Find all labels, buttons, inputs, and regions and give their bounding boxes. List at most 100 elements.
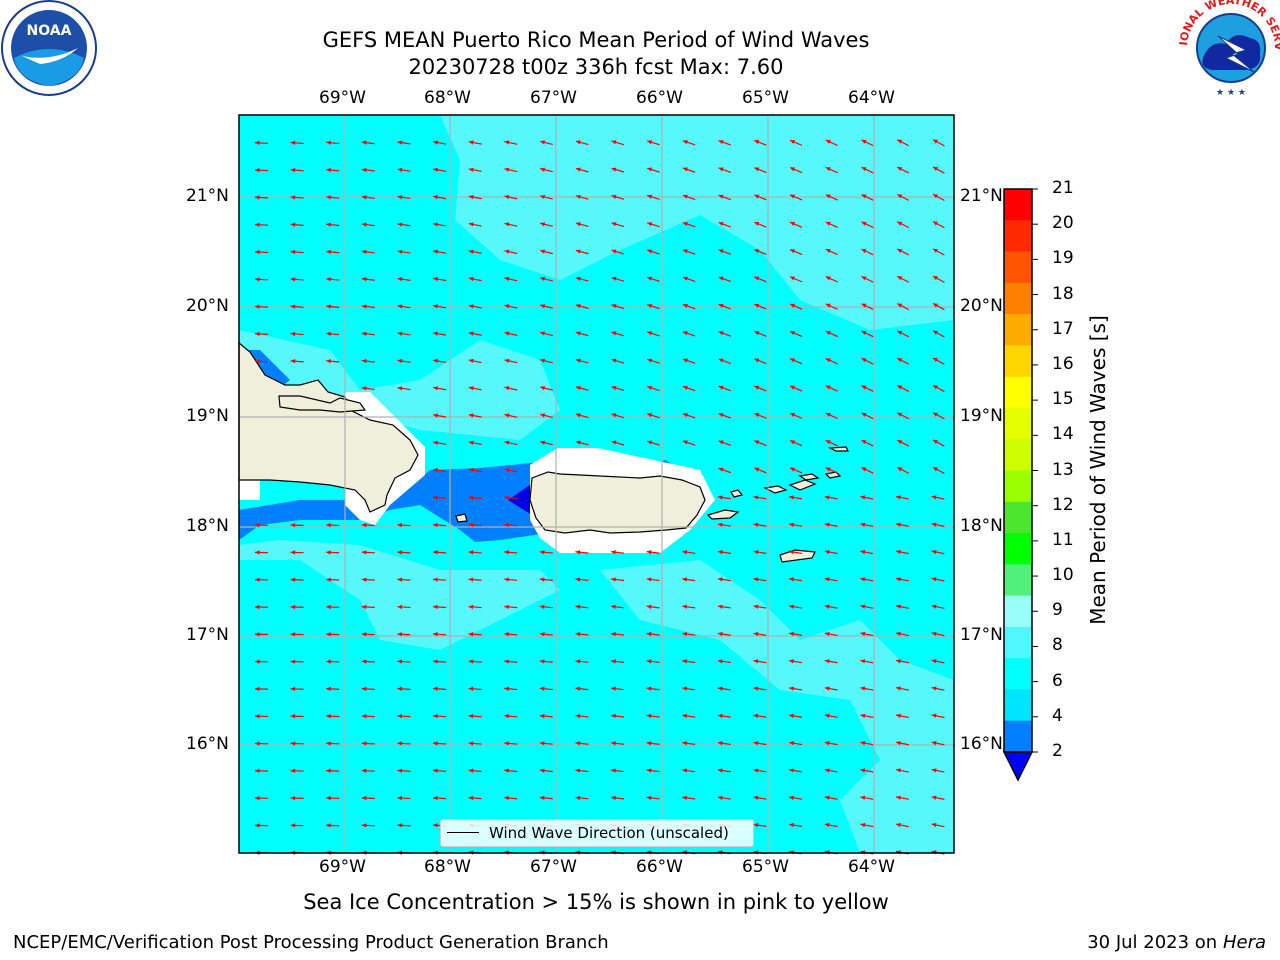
wave-direction-arrow	[718, 303, 732, 310]
wave-direction-arrow	[575, 604, 589, 610]
wave-direction-arrow	[718, 221, 732, 228]
axis-label: 68°W	[424, 857, 471, 877]
wave-direction-arrow	[504, 413, 518, 418]
wave-direction-arrow	[290, 686, 304, 692]
wave-direction-arrow	[254, 577, 269, 582]
wave-direction-arrow	[860, 495, 874, 500]
wave-direction-arrow	[860, 631, 874, 637]
colorbar-band	[1004, 470, 1032, 503]
wave-direction-arrow	[718, 440, 732, 446]
wave-direction-arrow	[326, 632, 340, 637]
wave-direction-arrow	[931, 740, 945, 746]
wave-direction-arrow	[397, 768, 411, 773]
wave-direction-arrow	[433, 140, 447, 145]
wave-direction-arrow	[468, 659, 482, 664]
wave-direction-arrow	[254, 550, 269, 555]
wave-direction-arrow	[540, 385, 553, 391]
wave-direction-arrow	[540, 440, 553, 446]
colorbar-band	[1004, 689, 1032, 722]
wave-direction-arrow	[824, 713, 838, 719]
wave-direction-arrow	[860, 604, 874, 609]
wave-direction-arrow	[861, 303, 874, 310]
wave-direction-arrow	[611, 194, 625, 200]
wave-direction-arrow	[433, 167, 447, 173]
wave-direction-arrow	[504, 440, 518, 446]
wave-direction-arrow	[861, 139, 874, 147]
wave-direction-arrow	[824, 686, 838, 691]
wave-direction-arrow	[326, 167, 340, 173]
wave-direction-arrow	[647, 249, 660, 255]
wave-direction-arrow	[646, 550, 660, 555]
wave-direction-arrow	[753, 577, 767, 582]
wave-direction-arrow	[433, 195, 447, 200]
wave-direction-arrow	[504, 550, 518, 555]
wave-direction-arrow	[682, 604, 696, 609]
wave-direction-arrow	[861, 385, 874, 392]
wave-direction-arrow	[824, 522, 838, 527]
wave-direction-arrow	[611, 550, 625, 555]
wave-direction-arrow	[647, 331, 660, 337]
wave-direction-arrow	[575, 577, 589, 582]
colorbar-tick-label: 18	[1052, 283, 1074, 304]
wave-direction-arrow	[895, 577, 909, 582]
wave-direction-arrow	[895, 495, 909, 500]
wave-direction-arrow	[825, 303, 838, 310]
axis-label: 17°N	[186, 625, 229, 645]
colorbar-band	[1004, 282, 1032, 315]
axis-label: 16°N	[960, 734, 1003, 754]
wave-direction-arrow	[896, 330, 910, 338]
wave-direction-arrow	[647, 385, 660, 392]
colorbar-extend-min	[1002, 751, 1034, 782]
wave-direction-arrow	[931, 522, 945, 527]
wave-direction-arrow	[397, 741, 411, 746]
wave-direction-arrow	[611, 686, 625, 691]
wave-direction-arrow	[789, 822, 803, 828]
wave-direction-arrow	[753, 741, 767, 746]
wave-direction-arrow	[254, 632, 269, 637]
wave-direction-arrow	[895, 549, 909, 555]
axis-label: 69°W	[319, 88, 366, 108]
axis-label: 66°W	[636, 88, 683, 108]
wave-direction-arrow	[361, 331, 375, 336]
wave-direction-arrow	[932, 193, 945, 202]
wave-direction-arrow	[504, 331, 518, 336]
wave-direction-arrow	[896, 303, 910, 311]
wave-direction-arrow	[825, 276, 838, 283]
wave-direction-arrow	[932, 439, 945, 447]
wave-direction-arrow	[895, 822, 909, 828]
hispaniola-north-coast	[278, 395, 367, 413]
virgin-gorda-island	[824, 471, 842, 479]
wave-direction-arrow	[825, 467, 838, 474]
wave-direction-arrow	[789, 577, 803, 582]
wave-direction-arrow	[646, 741, 660, 746]
wave-direction-arrow	[397, 222, 411, 227]
wave-direction-arrow	[932, 330, 945, 338]
colorbar-band	[1004, 595, 1032, 628]
wave-direction-arrow	[682, 358, 696, 364]
colorbar-label: Mean Period of Wind Waves [s]	[1086, 315, 1110, 625]
legend-label: Wind Wave Direction (unscaled)	[489, 824, 729, 842]
wave-direction-arrow	[254, 195, 269, 200]
wave-direction-arrow	[504, 686, 518, 691]
axis-label: 18°N	[186, 516, 229, 536]
wave-direction-arrow	[718, 358, 732, 365]
wave-direction-arrow	[682, 331, 696, 337]
colorbar-band	[1004, 220, 1032, 253]
wave-direction-arrow	[504, 194, 518, 200]
wave-direction-arrow	[575, 358, 589, 364]
wave-direction-arrow	[860, 659, 874, 664]
wave-direction-arrow	[504, 659, 518, 664]
wave-direction-arrow	[254, 686, 269, 692]
wave-direction-arrow	[895, 740, 909, 746]
wave-direction-arrow	[718, 467, 732, 474]
wave-direction-arrow	[433, 358, 447, 364]
wave-direction-arrow	[824, 631, 838, 637]
wave-direction-arrow	[789, 768, 803, 773]
map-legend: Wind Wave Direction (unscaled)	[440, 819, 754, 847]
colorbar-band	[1004, 720, 1032, 753]
colorbar-band	[1004, 376, 1032, 409]
wave-direction-arrow	[540, 222, 553, 227]
wave-direction-arrow	[432, 550, 447, 555]
wave-direction-arrow	[397, 823, 411, 828]
colorbar-tick-label: 12	[1052, 494, 1074, 515]
